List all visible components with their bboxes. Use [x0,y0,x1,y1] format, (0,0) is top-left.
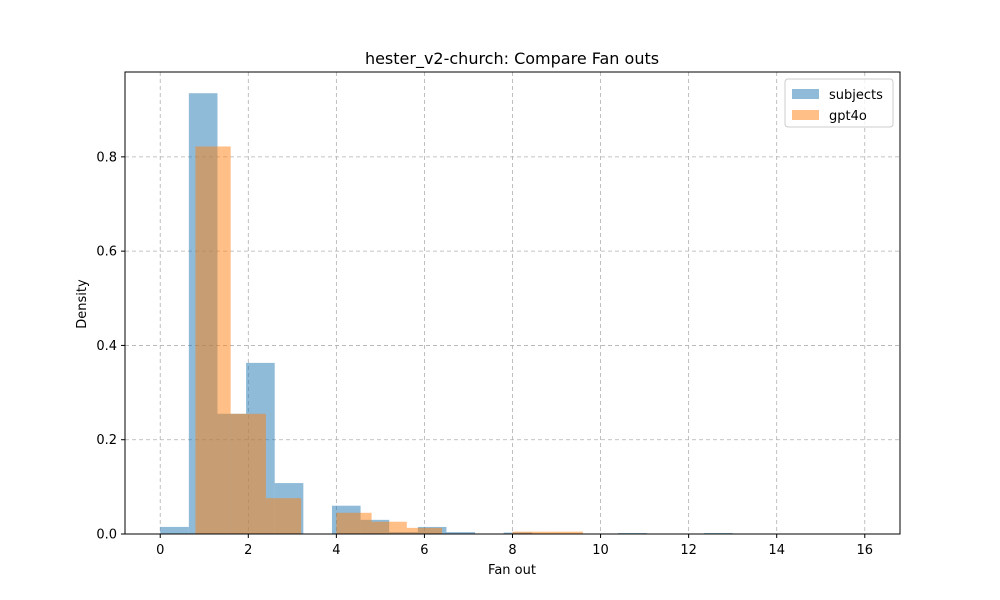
x-tick-label-1: 2 [244,543,252,558]
x-tick-label-4: 8 [508,543,516,558]
legend-swatch-subjects [792,89,819,99]
x-axis-ticks: 0 2 4 6 8 10 12 14 16 [156,534,873,558]
y-tick-label-3: 0.6 [96,245,117,260]
chart-title: hester_v2-church: Compare Fan outs [365,49,659,69]
bar-gpt4o-9 [512,531,548,534]
bar-gpt4o-2 [265,498,302,534]
bar-gpt4o-0 [195,146,231,534]
x-tick-label-3: 6 [420,543,428,558]
y-tick-label-0: 0.0 [96,528,117,543]
legend-label-subjects: subjects [829,88,883,103]
y-axis-label: Density [75,279,90,329]
bar-gpt4o-6 [406,527,443,534]
y-tick-label-1: 0.2 [96,433,117,448]
y-tick-label-2: 0.4 [96,339,117,354]
x-axis-label: Fan out [488,563,536,578]
bar-gpt4o-1 [230,413,266,534]
bar-subjects-10 [446,532,476,534]
legend: subjects gpt4o [784,78,894,128]
y-tick-label-4: 0.8 [96,150,117,165]
y-axis-ticks: 0.0 0.2 0.4 0.6 0.8 [96,150,125,543]
bar-gpt4o-4 [336,512,372,534]
x-tick-label-0: 0 [156,543,164,558]
legend-swatch-gpt4o [792,110,819,120]
x-tick-label-7: 14 [768,543,785,558]
bar-gpt4o-10 [547,531,583,534]
legend-label-gpt4o: gpt4o [829,109,867,124]
bar-subjects-0 [160,526,189,534]
bar-gpt4o-5 [371,521,407,534]
bars [160,93,733,534]
x-tick-label-5: 10 [592,543,609,558]
x-tick-label-2: 4 [332,543,340,558]
x-tick-label-6: 12 [680,543,697,558]
x-tick-label-8: 16 [856,543,873,558]
